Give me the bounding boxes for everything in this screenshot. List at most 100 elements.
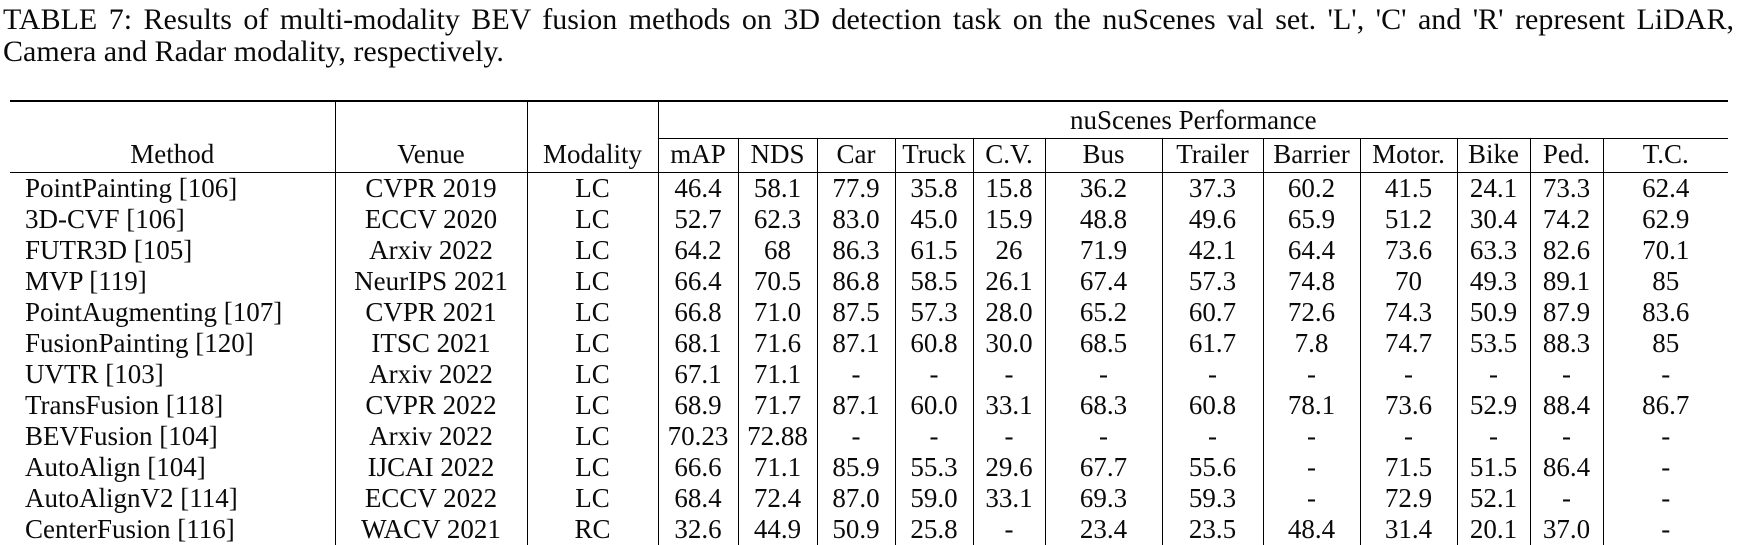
column-header-bus: Bus <box>1044 138 1162 173</box>
cell-metric-truck: 55.3 <box>894 452 973 483</box>
cell-modality: RC <box>526 514 658 545</box>
cell-metric-barrier: 64.4 <box>1262 235 1360 266</box>
cell-metric-car: 85.9 <box>816 452 895 483</box>
cell-metric-truck: 25.8 <box>894 514 973 545</box>
cell-metric-bike: 24.1 <box>1456 172 1530 204</box>
cell-metric-map: 70.23 <box>657 421 738 452</box>
cell-metric-map: 32.6 <box>657 514 738 545</box>
cell-modality: LC <box>526 483 658 514</box>
table-row: UVTR [103] Arxiv 2022 LC 67.1 71.1- - - - - - - - - - <box>10 359 1729 390</box>
table-row: FusionPainting [120] ITSC 2021 LC 68.1 71.6 8… <box>10 328 1729 359</box>
cell-method: 3D-CVF [106] <box>25 204 185 234</box>
cell-method: CenterFusion [116] <box>25 514 235 544</box>
column-header-truck: Truck <box>894 138 973 173</box>
cell-metric-ped: - <box>1529 483 1603 514</box>
cell-method: PointPainting [106] <box>10 172 335 204</box>
cell-metric-nds: 72.4 <box>737 483 817 514</box>
cell-metric-tc: - <box>1602 452 1729 483</box>
cell-venue: Arxiv 2022 <box>334 235 527 266</box>
column-header-method: Method <box>130 139 215 169</box>
cell-method: PointAugmenting [107] <box>25 297 283 327</box>
cell-metric-nds: 44.9 <box>737 514 817 545</box>
cell-metric-barrier: - <box>1262 483 1360 514</box>
cell-metric-barrier: 7.8 <box>1262 328 1360 359</box>
table-row: PointAugmenting [107] CVPR 2021 LC 66.8 71.0… <box>10 297 1729 328</box>
cell-metric-cv: 33.1 <box>972 390 1045 421</box>
cell-metric-nds: 72.88 <box>737 421 817 452</box>
column-header-modality: Modality <box>526 101 658 173</box>
cell-venue: ECCV 2022 <box>334 483 527 514</box>
cell-metric-cv: 26 <box>972 235 1045 266</box>
cell-method: MVP [119] <box>25 266 147 296</box>
cell-metric-truck: 60.0 <box>894 390 973 421</box>
cell-metric-bus: 36.2 <box>1044 172 1162 204</box>
cell-metric-tc: 70.1 <box>1602 235 1729 266</box>
cell-venue: IJCAI 2022 <box>334 452 527 483</box>
cell-metric-bus: 68.5 <box>1044 328 1162 359</box>
cell-metric-truck: 57.3 <box>894 297 973 328</box>
cell-metric-nds: 62.3 <box>737 204 817 235</box>
cell-metric-trailer: 61.7 <box>1161 328 1263 359</box>
cell-metric-nds: 71.7 <box>737 390 817 421</box>
cell-metric-bus: 67.4 <box>1044 266 1162 297</box>
cell-metric-ped: - <box>1529 359 1603 390</box>
cell-metric-motor: 73.6 <box>1359 235 1457 266</box>
results-table: Method Venue Modality nuScenes Performan… <box>10 100 1729 545</box>
cell-metric-truck: 58.5 <box>894 266 973 297</box>
cell-metric-tc: 86.7 <box>1602 390 1729 421</box>
cell-metric-motor: 72.9 <box>1359 483 1457 514</box>
cell-metric-bike: 63.3 <box>1456 235 1530 266</box>
cell-metric-ped: 89.1 <box>1529 266 1603 297</box>
cell-metric-bus: 68.3 <box>1044 390 1162 421</box>
cell-metric-motor: 74.7 <box>1359 328 1457 359</box>
cell-modality: LC <box>526 297 658 328</box>
table-row: AutoAlignV2 [114] ECCV 2022 LC 68.4 72.4 87.0… <box>10 483 1729 514</box>
cell-metric-bike: 51.5 <box>1456 452 1530 483</box>
cell-metric-bike: - <box>1456 421 1530 452</box>
cell-metric-car: 86.3 <box>816 235 895 266</box>
cell-metric-ped: 86.4 <box>1529 452 1603 483</box>
cell-metric-bus: 67.7 <box>1044 452 1162 483</box>
column-header-ped: Ped. <box>1529 138 1603 173</box>
cell-metric-car: - <box>816 421 895 452</box>
cell-metric-motor: 41.5 <box>1359 172 1457 204</box>
cell-metric-map: 68.9 <box>657 390 738 421</box>
cell-metric-truck: 60.8 <box>894 328 973 359</box>
table-row: BEVFusion [104] Arxiv 2022 LC 70.23 72.88- - -… <box>10 421 1729 452</box>
cell-metric-cv: 28.0 <box>972 297 1045 328</box>
cell-metric-ped: 88.4 <box>1529 390 1603 421</box>
cell-metric-nds: 70.5 <box>737 266 817 297</box>
cell-venue: Arxiv 2022 <box>334 359 527 390</box>
cell-modality: LC <box>526 266 658 297</box>
cell-metric-tc: - <box>1602 359 1729 390</box>
cell-metric-map: 68.1 <box>657 328 738 359</box>
table-row: AutoAlign [104] IJCAI 2022 LC 66.6 71.1 85.9 5… <box>10 452 1729 483</box>
table-row: 3D-CVF [106] ECCV 2020 LC 52.7 62.3 83.0 45.0 1… <box>10 204 1729 235</box>
cell-metric-ped: 74.2 <box>1529 204 1603 235</box>
cell-metric-motor: 70 <box>1359 266 1457 297</box>
cell-metric-nds: 71.0 <box>737 297 817 328</box>
cell-metric-trailer: 60.8 <box>1161 390 1263 421</box>
cell-metric-barrier: 78.1 <box>1262 390 1360 421</box>
cell-venue: ECCV 2020 <box>334 204 527 235</box>
cell-metric-truck: 35.8 <box>894 172 973 204</box>
cell-metric-tc: 85 <box>1602 266 1729 297</box>
cell-metric-barrier: - <box>1262 359 1360 390</box>
cell-metric-barrier: 60.2 <box>1262 172 1360 204</box>
cell-modality: LC <box>526 452 658 483</box>
cell-metric-bus: 71.9 <box>1044 235 1162 266</box>
metric-header-row: mAP NDS Car Truck C.V. Bus Trailer Barrier Motor… <box>10 138 1729 173</box>
column-header-barrier: Barrier <box>1262 138 1360 173</box>
cell-metric-trailer: 42.1 <box>1161 235 1263 266</box>
table-row: PointPainting [106] CVPR 2019 LC 46.4 58.1 77… <box>10 172 1729 204</box>
cell-metric-barrier: - <box>1262 452 1360 483</box>
cell-metric-cv: 30.0 <box>972 328 1045 359</box>
cell-method: BEVFusion [104] <box>25 421 218 451</box>
cell-metric-bike: 52.1 <box>1456 483 1530 514</box>
cell-metric-tc: 62.4 <box>1602 172 1729 204</box>
cell-metric-bus: - <box>1044 359 1162 390</box>
column-header-cv: C.V. <box>972 138 1045 173</box>
column-header-nds: NDS <box>737 138 817 173</box>
column-header-bike: Bike <box>1456 138 1530 173</box>
cell-metric-motor: 71.5 <box>1359 452 1457 483</box>
